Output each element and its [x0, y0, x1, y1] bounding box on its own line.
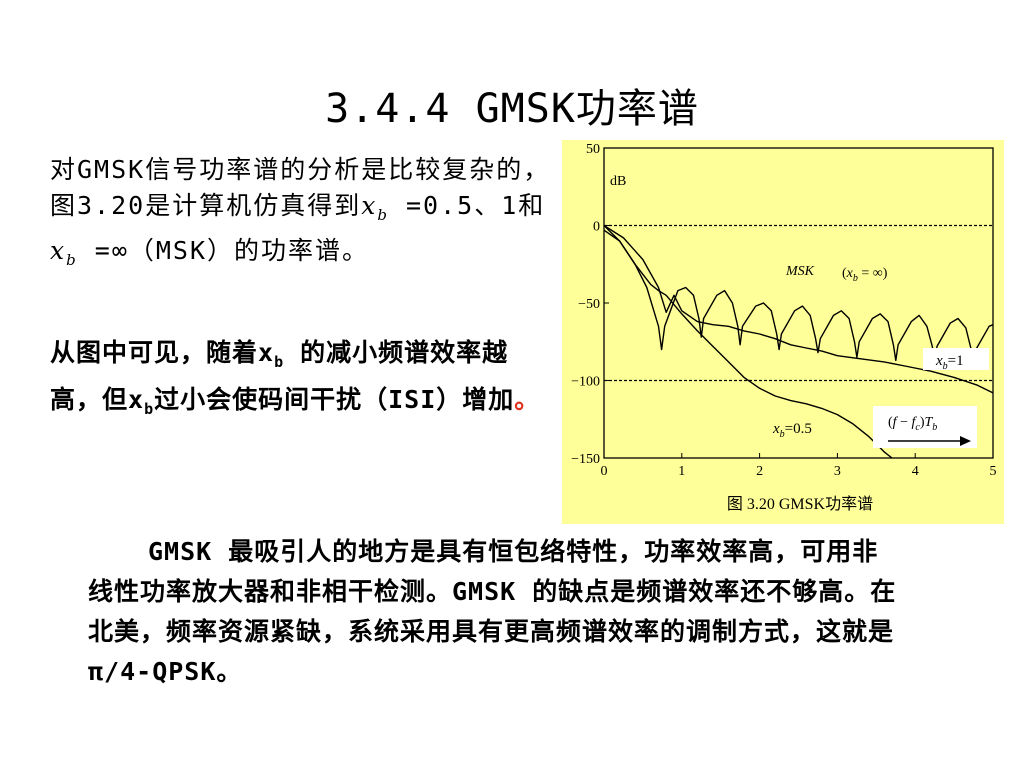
y-tick-label: 0	[593, 220, 600, 235]
slide-title: 3.4.4 GMSK功率谱	[325, 86, 699, 132]
x-tick-label: 5	[990, 464, 997, 479]
y-tick-label: −50	[578, 297, 600, 312]
xb-subscript-1: b	[377, 206, 389, 224]
observation-text-end: 过小会使码间干扰（ISI）增加	[154, 385, 515, 414]
y-tick-label: −100	[571, 375, 600, 390]
xb05-label: xb=0.5	[772, 421, 812, 440]
xb-infinity-label: (xb = ∞)	[842, 266, 888, 284]
x-tick-label: 3	[834, 464, 841, 479]
x-axis-label-text: (f − fc)Tb	[888, 415, 937, 433]
xb-symbol-2: x	[50, 236, 67, 265]
xb-subscript-2: b	[66, 251, 78, 269]
x-tick-label: 2	[756, 464, 763, 479]
figure-caption: 图 3.20 GMSK功率谱	[727, 495, 873, 513]
msk-curve	[603, 229, 994, 365]
x-axis-arrowhead	[960, 436, 971, 446]
bottom-paragraph: GMSK 最吸引人的地方是具有恒包络特性，功率效率高，可用非线性功率放大器和非相…	[88, 532, 898, 692]
observation-subscript-1: b	[274, 353, 285, 371]
xb1-label-box	[923, 348, 989, 370]
y-tick-label: 50	[586, 142, 600, 157]
intro-text-start: 对GMSK信号功率谱的分析是比较复杂的，图3.20是计算机仿真得到	[50, 155, 551, 220]
y-unit-label: dB	[610, 174, 626, 189]
msk-label-text: MSK	[785, 264, 815, 279]
bottom-text: GMSK 最吸引人的地方是具有恒包络特性，功率效率高，可用非线性功率放大器和非相…	[88, 537, 897, 686]
x-axis-label: (f − fc)Tb	[873, 406, 977, 448]
observation-paragraph: 从图中可见，随着xb 的减小频谱效率越高，但xb过小会使码间干扰（ISI）增加。	[50, 334, 560, 428]
xb1-curve	[603, 224, 994, 394]
x-tick-label: 1	[678, 464, 685, 479]
intro-paragraph: 对GMSK信号功率谱的分析是比较复杂的，图3.20是计算机仿真得到xb =0.5…	[50, 152, 555, 278]
power-spectrum-chart: 50 0 −50 −100 −150 0 1 2 3 4 5 dB MSK (xb = ∞) xb…	[571, 142, 997, 513]
x-axis-ticks: 0 1 2 3 4 5	[601, 453, 997, 479]
observation-subscript-2: b	[144, 400, 155, 418]
x-tick-label: 0	[601, 464, 608, 479]
intro-text-mid: =0.5、1和	[388, 191, 546, 220]
x-tick-label: 4	[912, 464, 919, 479]
observation-text-start: 从图中可见，随着x	[50, 338, 275, 367]
xb-symbol-1: x	[361, 191, 378, 220]
observation-text-mid: 的减小频谱效率越高，但x	[50, 338, 509, 414]
y-axis-ticks: 50 0 −50 −100 −150	[571, 142, 609, 467]
xb05-curve	[603, 225, 893, 459]
intro-text-end: =∞（MSK）的功率谱。	[77, 236, 370, 265]
red-period: 。	[514, 385, 541, 414]
power-spectrum-chart-panel: 50 0 −50 −100 −150 0 1 2 3 4 5 dB MSK (xb = ∞) xb…	[562, 140, 1004, 524]
msk-label: MSK (xb = ∞)	[785, 264, 888, 284]
y-tick-label: −150	[571, 452, 600, 467]
xb1-label: xb=1	[935, 353, 964, 372]
